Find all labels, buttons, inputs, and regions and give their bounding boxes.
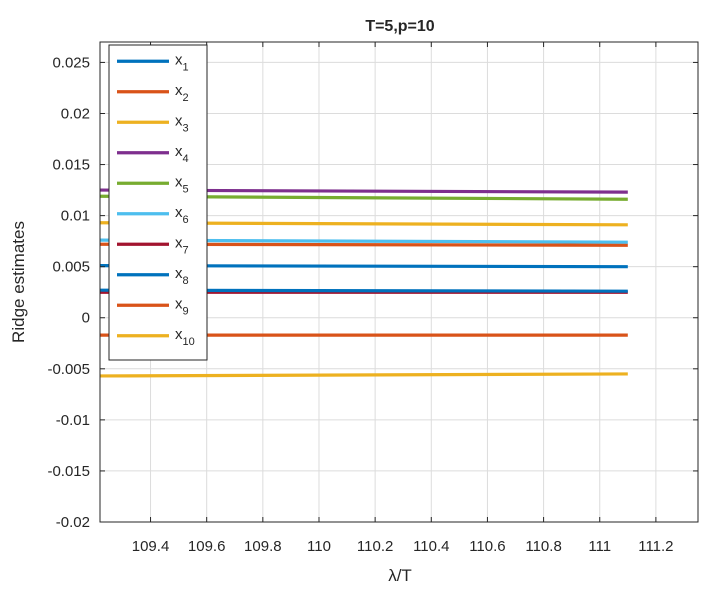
x-tick-label: 109.6 <box>188 538 226 555</box>
x-tick-label: 109.4 <box>132 538 170 555</box>
legend-label-x10: x10 <box>175 326 195 348</box>
y-tick-label: 0.005 <box>52 259 90 276</box>
legend: x1 x2 x3 x4 x5 x6 x7 x8 x9 x10 <box>108 44 208 361</box>
x-tick-label: 109.8 <box>244 538 282 555</box>
y-axis-label: Ridge estimates <box>9 221 28 343</box>
y-tick-label: 0.02 <box>61 105 90 122</box>
legend-label-x5: x5 <box>175 173 189 195</box>
series-line-x10 <box>99 372 628 378</box>
legend-label-x4: x4 <box>175 143 189 165</box>
x-tick-label: 110.8 <box>525 538 561 555</box>
y-tick-label: 0.015 <box>52 157 90 174</box>
legend-label-x8: x8 <box>175 265 189 287</box>
chart-title: T=5,p=10 <box>365 18 434 35</box>
y-tick-label: 0 <box>82 310 90 327</box>
y-tick-label: -0.005 <box>47 361 90 378</box>
y-tick-label: 0.025 <box>52 54 90 71</box>
legend-label-x7: x7 <box>175 234 189 256</box>
x-tick-label: 111 <box>588 538 611 555</box>
y-tick-label: -0.015 <box>47 463 90 480</box>
legend-label-x3: x3 <box>175 112 189 134</box>
legend-label-x9: x9 <box>175 295 189 317</box>
legend-box <box>108 44 208 361</box>
x-tick-label: 110.4 <box>413 538 449 555</box>
y-tick-label: -0.01 <box>56 412 90 429</box>
legend-label-x1: x1 <box>175 51 189 73</box>
y-axis-ticks: -0.02 -0.015 -0.01 -0.005 0 0.005 0.01 0.015 0.0… <box>47 54 698 531</box>
x-axis-label: λ/T <box>388 566 412 585</box>
x-tick-label: 111.2 <box>638 538 673 555</box>
y-tick-label: -0.02 <box>56 514 90 531</box>
x-axis-ticks: 109.4 109.6 109.8 110 110.2 110.4 110.6 110.8 11… <box>132 42 674 555</box>
y-tick-label: 0.01 <box>61 208 90 225</box>
x-tick-label: 110.6 <box>469 538 505 555</box>
legend-label-x2: x2 <box>175 82 189 104</box>
x-tick-label: 110 <box>307 538 331 555</box>
x-tick-label: 110.2 <box>357 538 393 555</box>
plot-frame <box>99 41 699 523</box>
legend-label-x6: x6 <box>175 204 189 226</box>
